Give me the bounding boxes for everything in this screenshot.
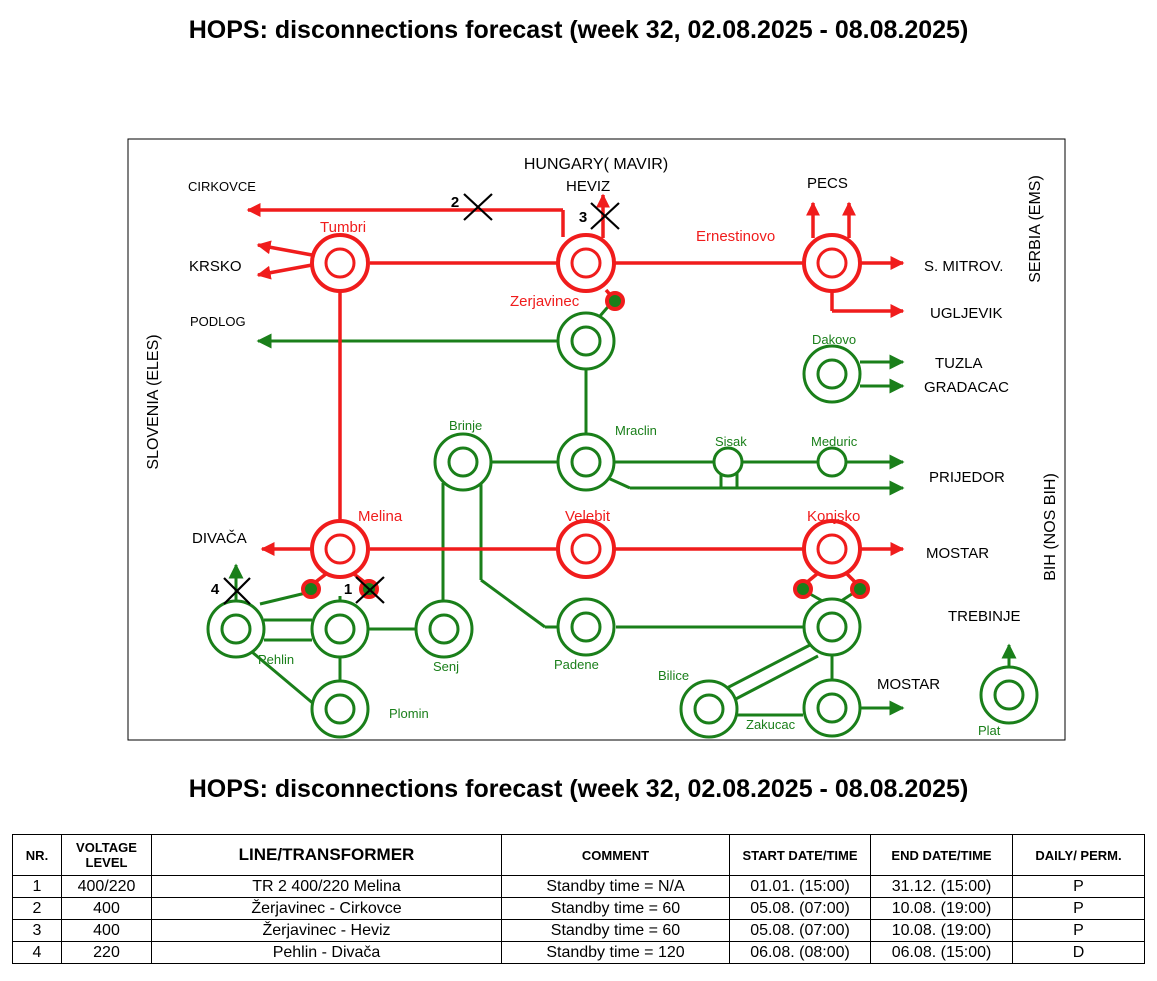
ext-divaca: DIVAČA: [192, 530, 247, 547]
table-row: 1 400/220 TR 2 400/220 Melina Standby ti…: [12, 875, 1145, 898]
ext-pecs: PECS: [807, 175, 848, 192]
transformer-zerjavinec[interactable]: [605, 291, 625, 311]
cell-start: 06.08. (08:00): [729, 941, 871, 964]
ext-tuzla: TUZLA: [935, 355, 983, 372]
table-row: 4 220 Pehlin - Divača Standby time = 120…: [12, 941, 1145, 964]
cell-daily-perm: P: [1012, 897, 1145, 920]
cell-daily-perm: P: [1012, 875, 1145, 898]
cell-end: 10.08. (19:00): [870, 897, 1013, 920]
ext-gradacac: GRADACAC: [924, 379, 1009, 396]
cell-end: 31.12. (15:00): [870, 875, 1013, 898]
border-slovenia: SLOVENIA (ELES): [145, 334, 162, 469]
label-melina: Melina: [358, 508, 403, 525]
table-header-row: NR. VOLTAGE LEVEL LINE/TRANSFORMER COMME…: [12, 834, 1145, 876]
cell-voltage: 400/220: [61, 875, 152, 898]
cell-start: 05.08. (07:00): [729, 919, 871, 942]
ext-heviz: HEVIZ: [566, 178, 610, 195]
border-hungary: HUNGARY( MAVIR): [524, 156, 668, 173]
stations-400kv: [310, 233, 862, 579]
disconnection-marks: [223, 193, 620, 605]
label-ernestinovo: Ernestinovo: [696, 228, 775, 245]
cell-start: 01.01. (15:00): [729, 875, 871, 898]
border-serbia: SERBIA (EMS): [1027, 175, 1044, 283]
label-sisak: Sisak: [715, 434, 747, 449]
network-diagram: 2 3 4 1 HUNGARY( MAVIR) SLOVENIA (ELES) …: [127, 138, 1066, 741]
cell-voltage: 220: [61, 941, 152, 964]
ext-prijedor: PRIJEDOR: [929, 469, 1005, 486]
col-header-voltage: VOLTAGE LEVEL: [61, 834, 152, 876]
cell-nr: 4: [12, 941, 62, 964]
border-bih: BIH (NOS BIH): [1042, 473, 1059, 581]
ext-mostar-1: MOSTAR: [926, 545, 989, 562]
label-tumbri: Tumbri: [320, 219, 366, 236]
transformer-melina-1[interactable]: [301, 579, 321, 599]
cell-nr: 2: [12, 897, 62, 920]
cell-start: 05.08. (07:00): [729, 897, 871, 920]
transformer-konjsko-1[interactable]: [793, 579, 813, 599]
cell-comment: Standby time = 60: [501, 919, 730, 942]
label-padene: Padene: [554, 657, 599, 672]
label-bilice: Bilice: [658, 668, 689, 683]
label-plat: Plat: [978, 723, 1001, 738]
ext-cirkovce: CIRKOVCE: [188, 179, 256, 194]
cell-comment: Standby time = 120: [501, 941, 730, 964]
label-dakovo: Dakovo: [812, 332, 856, 347]
cell-line: Žerjavinec - Heviz: [151, 919, 502, 942]
cell-daily-perm: P: [1012, 919, 1145, 942]
cell-end: 06.08. (15:00): [870, 941, 1013, 964]
col-header-start: START DATE/TIME: [729, 834, 871, 876]
ext-trebinje: TREBINJE: [948, 608, 1021, 625]
mark-number-4: 4: [211, 581, 220, 598]
label-meduric: Meduric: [811, 434, 858, 449]
x-mark-3: [590, 202, 620, 230]
station-sisak[interactable]: [712, 446, 744, 478]
table-row: 3 400 Žerjavinec - Heviz Standby time = …: [12, 919, 1145, 942]
x-mark-2: [463, 193, 493, 221]
stations-220kv: [206, 311, 1039, 739]
table-row: 2 400 Žerjavinec - Cirkovce Standby time…: [12, 897, 1145, 920]
page-title: HOPS: disconnections forecast (week 32, …: [188, 16, 969, 44]
col-header-line: LINE/TRANSFORMER: [151, 834, 502, 876]
cell-line: Žerjavinec - Cirkovce: [151, 897, 502, 920]
x-mark-4: [223, 577, 251, 605]
cell-line: Pehlin - Divača: [151, 941, 502, 964]
label-plomin: Plomin: [389, 706, 429, 721]
transformer-konjsko-2[interactable]: [850, 579, 870, 599]
col-header-nr: NR.: [12, 834, 62, 876]
label-konjsko: Konjsko: [807, 508, 860, 525]
station-meduric[interactable]: [816, 446, 848, 478]
ext-podlog: PODLOG: [190, 314, 246, 329]
cell-line: TR 2 400/220 Melina: [151, 875, 502, 898]
x-mark-1: [355, 576, 385, 604]
section-title: HOPS: disconnections forecast (week 32, …: [188, 775, 969, 803]
ext-krsko: KRSKO: [189, 258, 242, 275]
label-senj: Senj: [433, 659, 459, 674]
col-header-daily-perm: DAILY/ PERM.: [1012, 834, 1145, 876]
disconnections-table: NR. VOLTAGE LEVEL LINE/TRANSFORMER COMME…: [12, 834, 1145, 964]
cell-nr: 3: [12, 919, 62, 942]
diagram-frame: [127, 138, 1066, 741]
label-zerjavinec: Zerjavinec: [510, 293, 580, 310]
label-zakucac: Zakucac: [746, 717, 796, 732]
cell-nr: 1: [12, 875, 62, 898]
col-header-end: END DATE/TIME: [870, 834, 1013, 876]
ext-ugljevik: UGLJEVIK: [930, 305, 1003, 322]
label-mraclin: Mraclin: [615, 423, 657, 438]
lines-220kv: [228, 300, 1017, 717]
ext-mostar-2: MOSTAR: [877, 676, 940, 693]
cell-end: 10.08. (19:00): [870, 919, 1013, 942]
cell-comment: Standby time = 60: [501, 897, 730, 920]
ext-s-mitrov: S. MITROV.: [924, 258, 1003, 275]
label-brinje: Brinje: [449, 418, 482, 433]
cell-comment: Standby time = N/A: [501, 875, 730, 898]
cell-voltage: 400: [61, 897, 152, 920]
cell-daily-perm: D: [1012, 941, 1145, 964]
label-velebit: Velebit: [565, 508, 611, 525]
mark-number-1: 1: [344, 581, 352, 598]
mark-number-2: 2: [451, 194, 459, 211]
cell-voltage: 400: [61, 919, 152, 942]
label-pehlin: Pehlin: [258, 652, 294, 667]
mark-number-3: 3: [579, 209, 587, 226]
col-header-comment: COMMENT: [501, 834, 730, 876]
